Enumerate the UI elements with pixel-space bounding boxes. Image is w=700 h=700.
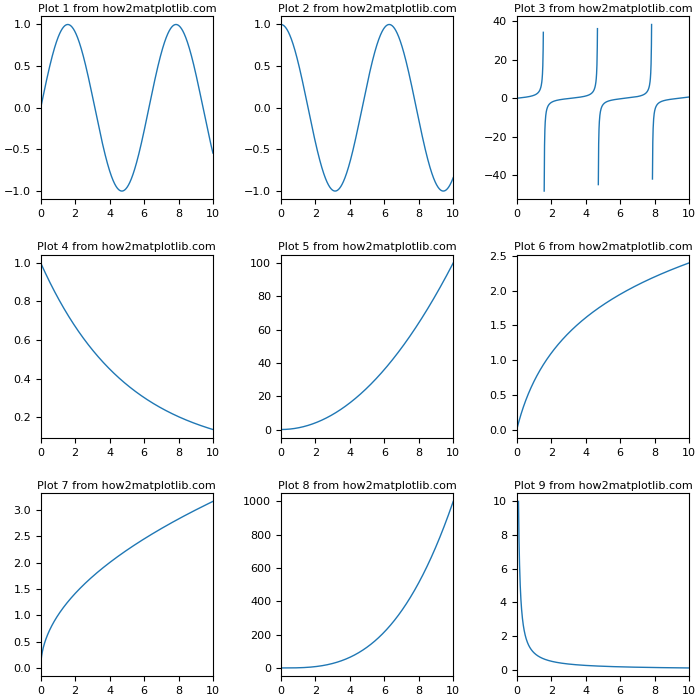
Title: Plot 9 from how2matplotlib.com: Plot 9 from how2matplotlib.com — [514, 481, 692, 491]
Title: Plot 8 from how2matplotlib.com: Plot 8 from how2matplotlib.com — [278, 481, 456, 491]
Title: Plot 1 from how2matplotlib.com: Plot 1 from how2matplotlib.com — [38, 4, 216, 14]
Title: Plot 7 from how2matplotlib.com: Plot 7 from how2matplotlib.com — [38, 481, 216, 491]
Title: Plot 5 from how2matplotlib.com: Plot 5 from how2matplotlib.com — [278, 242, 456, 253]
Title: Plot 4 from how2matplotlib.com: Plot 4 from how2matplotlib.com — [38, 242, 216, 253]
Title: Plot 3 from how2matplotlib.com: Plot 3 from how2matplotlib.com — [514, 4, 692, 14]
Title: Plot 2 from how2matplotlib.com: Plot 2 from how2matplotlib.com — [278, 4, 456, 14]
Title: Plot 6 from how2matplotlib.com: Plot 6 from how2matplotlib.com — [514, 242, 692, 253]
